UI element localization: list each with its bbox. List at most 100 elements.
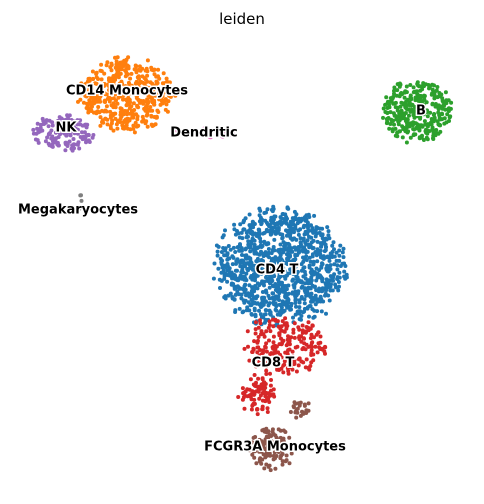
data-point bbox=[56, 135, 61, 140]
data-point bbox=[405, 97, 410, 102]
data-point bbox=[254, 461, 259, 466]
data-point bbox=[330, 288, 335, 293]
data-point bbox=[257, 213, 262, 218]
data-point bbox=[260, 268, 265, 273]
data-point bbox=[436, 110, 441, 115]
data-point bbox=[297, 249, 302, 253]
data-point bbox=[149, 113, 154, 118]
cluster-megakaryocytes bbox=[77, 193, 84, 211]
data-point bbox=[53, 139, 58, 144]
data-point bbox=[310, 246, 315, 251]
data-point bbox=[148, 105, 153, 109]
data-point bbox=[257, 235, 262, 240]
data-point bbox=[295, 311, 300, 316]
data-point bbox=[278, 253, 283, 258]
data-point bbox=[164, 102, 169, 107]
data-point bbox=[79, 193, 83, 198]
data-point bbox=[97, 83, 101, 88]
data-point bbox=[267, 319, 272, 324]
data-point bbox=[280, 459, 285, 464]
data-point bbox=[315, 309, 320, 314]
data-point bbox=[265, 276, 270, 281]
data-point bbox=[306, 328, 311, 333]
data-point bbox=[425, 137, 430, 142]
data-point bbox=[161, 71, 166, 76]
data-point bbox=[300, 323, 305, 328]
data-point bbox=[271, 340, 276, 345]
data-point bbox=[310, 323, 315, 328]
data-point bbox=[304, 408, 309, 413]
data-point bbox=[265, 448, 270, 452]
data-point bbox=[326, 229, 331, 234]
data-point bbox=[136, 75, 141, 80]
data-point bbox=[144, 119, 149, 124]
data-point bbox=[126, 64, 131, 69]
data-point bbox=[337, 284, 341, 289]
data-point bbox=[302, 265, 307, 270]
data-point bbox=[244, 271, 249, 276]
data-point bbox=[281, 370, 286, 375]
data-point bbox=[79, 81, 84, 86]
data-point bbox=[260, 218, 265, 222]
data-point bbox=[156, 110, 161, 114]
data-point bbox=[246, 239, 251, 244]
data-point bbox=[60, 118, 65, 122]
data-point bbox=[304, 254, 309, 259]
data-point bbox=[119, 114, 124, 119]
data-point bbox=[314, 278, 319, 283]
data-point bbox=[219, 270, 224, 275]
data-point bbox=[286, 300, 291, 305]
data-point bbox=[79, 130, 84, 135]
data-point bbox=[425, 110, 429, 114]
data-point bbox=[266, 247, 271, 251]
data-point bbox=[94, 99, 98, 104]
data-point bbox=[393, 105, 398, 110]
data-point bbox=[259, 281, 264, 286]
data-point bbox=[293, 265, 298, 269]
data-point bbox=[145, 124, 150, 129]
data-point bbox=[398, 129, 402, 134]
data-point bbox=[231, 245, 236, 250]
data-point bbox=[252, 306, 257, 311]
data-point bbox=[435, 85, 440, 89]
data-point bbox=[240, 397, 245, 402]
data-point bbox=[124, 97, 129, 102]
data-point bbox=[230, 262, 235, 267]
cluster-b bbox=[381, 80, 454, 145]
data-point bbox=[132, 67, 137, 72]
cluster-fcgr3a-monocytes bbox=[247, 400, 311, 473]
data-point bbox=[390, 127, 395, 132]
data-point bbox=[137, 64, 142, 69]
data-point bbox=[407, 113, 411, 118]
data-point bbox=[433, 130, 438, 135]
data-point bbox=[233, 310, 238, 314]
data-point bbox=[448, 114, 453, 119]
data-point bbox=[68, 133, 73, 138]
data-point bbox=[104, 63, 109, 68]
data-point bbox=[240, 260, 245, 265]
data-point bbox=[41, 122, 46, 126]
data-point bbox=[225, 279, 230, 284]
data-point bbox=[309, 341, 314, 345]
data-point bbox=[323, 293, 327, 298]
data-point bbox=[220, 134, 224, 139]
data-point bbox=[198, 133, 203, 137]
data-point bbox=[65, 144, 70, 148]
data-point bbox=[387, 126, 392, 131]
data-point bbox=[253, 327, 258, 332]
data-point bbox=[289, 249, 294, 254]
data-point bbox=[415, 92, 420, 96]
data-point bbox=[304, 357, 309, 362]
data-point bbox=[321, 299, 326, 304]
data-point bbox=[290, 221, 295, 226]
data-point bbox=[252, 455, 257, 460]
data-point bbox=[75, 118, 80, 123]
data-point bbox=[293, 401, 298, 406]
data-point bbox=[114, 122, 119, 127]
data-point bbox=[309, 360, 314, 365]
data-point bbox=[287, 253, 292, 258]
data-point bbox=[246, 344, 250, 349]
data-point bbox=[400, 124, 405, 129]
data-point bbox=[98, 88, 103, 93]
data-point bbox=[432, 83, 436, 88]
